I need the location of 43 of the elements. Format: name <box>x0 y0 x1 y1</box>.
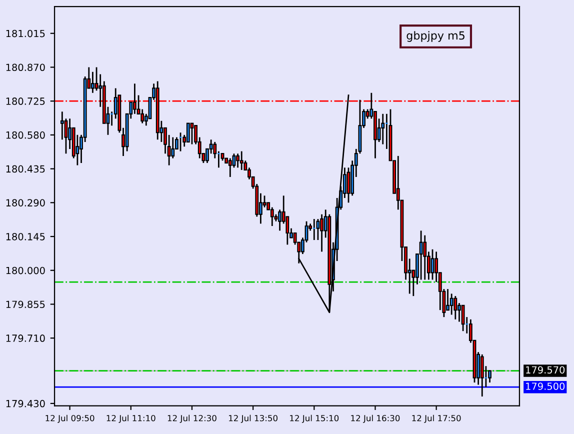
candlestick <box>430 248 434 280</box>
candlestick <box>346 166 350 204</box>
x-tick-label: 12 Jul 11:10 <box>106 414 156 423</box>
x-tick-label: 12 Jul 09:50 <box>46 414 94 423</box>
y-tick-label: 180.000 <box>6 266 45 274</box>
candlestick <box>458 302 461 322</box>
candlestick <box>190 122 194 145</box>
candlestick <box>228 158 232 178</box>
y-tick-label: 179.430 <box>6 400 45 408</box>
y-tick-label: 180.290 <box>6 199 45 206</box>
candlestick <box>480 354 484 398</box>
candlestick <box>240 150 244 171</box>
candlestick <box>320 214 324 252</box>
candlestick <box>454 295 458 320</box>
candlestick <box>60 110 64 140</box>
candlestick <box>236 152 240 168</box>
y-tick-label: 179.855 <box>6 300 45 308</box>
candlestick <box>171 136 175 159</box>
x-tick-label: 12 Jul 12:30 <box>168 414 216 423</box>
y-tick-label: 180.145 <box>6 232 45 240</box>
x-tick-label: 12 Jul 16:30 <box>351 414 400 423</box>
ref-line-label: 179.570 <box>526 366 565 374</box>
ref-line-label: 179.500 <box>526 382 565 390</box>
x-tick-label: 12 Jul 17:50 <box>412 414 461 423</box>
candlestick <box>186 122 190 142</box>
x-tick-label: 12 Jul 13:50 <box>228 414 278 423</box>
candlestick <box>488 370 492 384</box>
y-tick-label: 180.435 <box>6 165 45 173</box>
annotation: gbpjpy m5 <box>406 31 464 42</box>
candlestick <box>423 234 427 280</box>
y-tick-label: 180.870 <box>6 64 45 72</box>
candlestick <box>91 71 94 94</box>
candlestick <box>450 293 454 316</box>
x-tick-label: 12 Jul 15:10 <box>290 414 339 423</box>
candlestick <box>278 208 282 232</box>
y-tick-label: 180.725 <box>6 98 45 105</box>
y-tick-label: 181.015 <box>6 30 45 38</box>
y-tick-label: 180.580 <box>6 131 45 139</box>
candlestick <box>446 288 450 311</box>
candlestick <box>316 218 320 241</box>
candlestick <box>140 108 144 124</box>
y-tick-label: 179.710 <box>6 334 45 342</box>
candlestick <box>381 113 385 145</box>
